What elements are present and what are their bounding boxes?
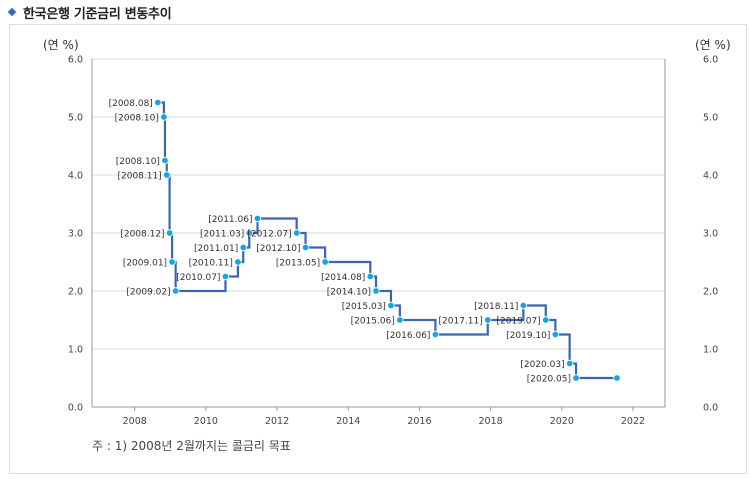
- data-point-marker: [484, 316, 492, 324]
- page-title: 한국은행 기준금리 변동추이: [23, 6, 172, 22]
- data-point-marker: [372, 287, 380, 295]
- data-point-marker: [234, 258, 242, 266]
- data-point-marker: [163, 171, 171, 179]
- data-point-label: [2011.06]: [208, 215, 252, 225]
- data-point-marker: [431, 330, 440, 339]
- y-tick-label-right: 4.0: [703, 171, 718, 182]
- y-tick-label-right: 5.0: [703, 113, 718, 124]
- y-tick-label-right: 1.0: [703, 345, 718, 356]
- data-point-label: [2017.11]: [439, 317, 483, 327]
- data-point-label: [2013.05]: [276, 259, 320, 269]
- y-tick-label-left: 5.0: [68, 113, 83, 124]
- data-point-marker: [292, 229, 301, 237]
- data-point-marker: [387, 301, 395, 310]
- y-tick-label-right: 2.0: [703, 287, 718, 298]
- data-point-label: [2012.10]: [256, 244, 300, 254]
- data-point-marker: [519, 301, 528, 310]
- data-point-label: [2016.06]: [386, 331, 430, 341]
- y-tick-label-left: 6.0: [68, 55, 83, 66]
- data-point-marker: [253, 214, 262, 223]
- data-point-marker: [168, 258, 176, 266]
- y-tick-label-left: 4.0: [68, 171, 83, 182]
- y-tick-label-left: 1.0: [68, 345, 83, 356]
- x-tick-label: 2020: [550, 416, 574, 427]
- data-point-marker: [165, 229, 174, 237]
- x-tick-label: 2008: [123, 416, 147, 427]
- data-point-label: [2011.01]: [194, 244, 238, 254]
- data-point-marker: [161, 156, 169, 165]
- y-tick-label-right: 0.0: [703, 403, 718, 414]
- data-point-label: [2015.06]: [351, 317, 395, 327]
- right-axis-unit: (연 %): [695, 38, 731, 52]
- data-point-label: [2019.10]: [506, 331, 550, 341]
- x-tick-label: 2018: [479, 416, 503, 427]
- data-point-marker: [171, 287, 180, 295]
- data-point-label: [2009.01]: [123, 259, 167, 269]
- y-tick-label-left: 2.0: [68, 287, 83, 298]
- data-point-marker: [245, 229, 254, 237]
- data-point-label: [2009.02]: [126, 288, 170, 298]
- y-tick-label-left: 0.0: [68, 403, 83, 414]
- data-point-marker: [239, 243, 247, 252]
- data-point-label: [2020.03]: [520, 360, 564, 370]
- data-point-label: [2015.03]: [342, 302, 386, 312]
- data-point-label: [2008.10]: [115, 114, 159, 124]
- data-point-marker: [565, 359, 574, 368]
- x-tick-label: 2012: [265, 416, 289, 427]
- title-row: 한국은행 기준금리 변동추이: [7, 4, 172, 22]
- data-point-label: [2011.03]: [200, 230, 244, 240]
- x-tick-label: 2010: [194, 416, 218, 427]
- data-point-marker: [366, 272, 375, 281]
- data-point-marker: [154, 98, 162, 107]
- left-axis-unit: (연 %): [43, 38, 79, 52]
- data-point-marker: [551, 330, 560, 339]
- data-point-marker: [396, 316, 404, 324]
- data-point-marker: [572, 374, 580, 382]
- footnote: 주 : 1) 2008년 2월까지는 콜금리 목표: [92, 439, 291, 453]
- data-point-label: [2018.11]: [474, 302, 518, 312]
- data-point-marker: [542, 316, 550, 324]
- data-point-label: [2010.11]: [189, 259, 233, 269]
- data-point-label: [2008.08]: [109, 99, 153, 109]
- x-tick-label: 2022: [621, 416, 645, 427]
- data-point-label: [2020.05]: [527, 375, 571, 385]
- y-tick-label-right: 6.0: [703, 55, 718, 66]
- data-point-label: [2012.07]: [247, 230, 291, 240]
- data-point-marker: [301, 243, 310, 252]
- data-point-label: [2019.07]: [497, 317, 541, 327]
- chart-panel: [9, 24, 747, 474]
- data-point-label: [2014.10]: [327, 288, 371, 298]
- data-point-label: [2008.10]: [116, 157, 160, 167]
- data-point-label: [2014.08]: [321, 273, 365, 283]
- data-point-label: [2010.07]: [176, 273, 220, 283]
- data-point-marker: [160, 113, 168, 121]
- y-tick-label-left: 3.0: [68, 229, 83, 240]
- x-tick-label: 2014: [336, 416, 360, 427]
- data-point-label: [2008.12]: [120, 230, 164, 240]
- data-point-marker: [321, 258, 329, 266]
- x-tick-label: 2016: [407, 416, 431, 427]
- data-point-label: [2008.11]: [117, 172, 161, 182]
- data-point-marker: [613, 374, 621, 382]
- y-tick-label-right: 3.0: [703, 229, 718, 240]
- data-point-marker: [221, 272, 230, 281]
